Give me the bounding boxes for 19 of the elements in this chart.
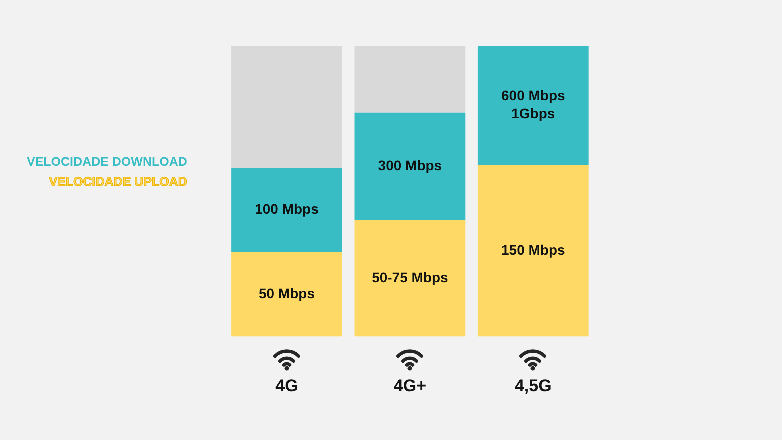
x-tick-label: 4G [276,376,298,396]
annotation: 50-75 Mbps [372,269,449,286]
text: VELOCIDADE DOWNLOAD [26,154,188,171]
x-tick-label: 4G+ [394,376,427,396]
annotation: 300 Mbps [378,158,442,174]
bar [232,168,342,252]
bar [232,252,342,337]
bar [478,165,589,337]
x-tick-label: 4,5G [514,376,552,396]
annotation: 150 Mbps [501,242,566,258]
bar [232,46,342,168]
annotation: 50 Mbps [258,285,316,302]
annotation: 600 Mbps 1Gbps [501,87,566,122]
bar [354,220,466,337]
bar [354,46,466,113]
bar [478,46,589,166]
annotation: 100 Mbps [255,201,320,218]
text: VELOCIDADE UPLOAD [48,174,188,191]
bar [354,112,466,220]
